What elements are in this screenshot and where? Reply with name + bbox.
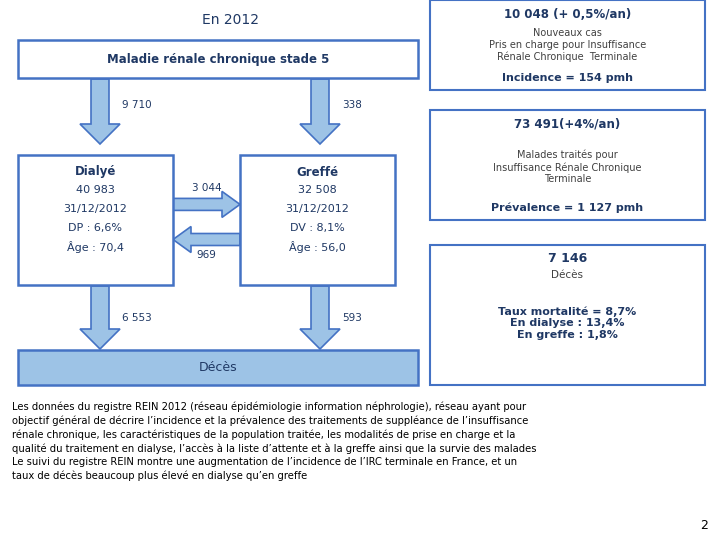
Text: 31/12/2012: 31/12/2012 bbox=[63, 204, 127, 214]
Bar bbox=[430, 245, 705, 385]
Text: 338: 338 bbox=[342, 100, 362, 110]
Text: Taux mortalité = 8,7%
En dialyse : 13,4%
En greffe : 1,8%: Taux mortalité = 8,7% En dialyse : 13,4%… bbox=[498, 306, 636, 340]
Text: 9 710: 9 710 bbox=[122, 100, 152, 110]
Bar bbox=[430, 110, 705, 220]
Text: Âge : 56,0: Âge : 56,0 bbox=[289, 241, 346, 253]
Text: DP : 6,6%: DP : 6,6% bbox=[68, 223, 122, 233]
Text: Décès: Décès bbox=[552, 270, 583, 280]
Text: Âge : 70,4: Âge : 70,4 bbox=[67, 241, 124, 253]
Text: 6 553: 6 553 bbox=[122, 313, 152, 323]
Polygon shape bbox=[80, 79, 120, 144]
Bar bbox=[18, 350, 418, 385]
Text: Dialyé: Dialyé bbox=[75, 165, 116, 179]
Bar bbox=[18, 155, 173, 285]
Text: Maladie rénale chronique stade 5: Maladie rénale chronique stade 5 bbox=[107, 52, 329, 65]
Text: 32 508: 32 508 bbox=[298, 185, 337, 195]
Text: 2: 2 bbox=[700, 519, 708, 532]
Text: 40 983: 40 983 bbox=[76, 185, 115, 195]
Text: Malades traités pour
Insuffisance Rénale Chronique
Terminale: Malades traités pour Insuffisance Rénale… bbox=[493, 150, 642, 184]
Text: 10 048 (+ 0,5%/an): 10 048 (+ 0,5%/an) bbox=[504, 8, 631, 21]
Text: Décès: Décès bbox=[199, 361, 238, 374]
Text: Prévalence = 1 127 pmh: Prévalence = 1 127 pmh bbox=[492, 202, 644, 213]
Text: 969: 969 bbox=[197, 251, 217, 260]
Polygon shape bbox=[300, 286, 340, 349]
Polygon shape bbox=[173, 226, 240, 253]
Bar bbox=[430, 0, 705, 90]
Bar bbox=[240, 155, 395, 285]
Text: Greffé: Greffé bbox=[297, 165, 338, 179]
Text: Les données du registre REIN 2012 (réseau épidémiologie information néphrologie): Les données du registre REIN 2012 (résea… bbox=[12, 402, 536, 481]
Polygon shape bbox=[173, 191, 240, 218]
Text: En 2012: En 2012 bbox=[202, 13, 258, 27]
Polygon shape bbox=[300, 79, 340, 144]
Text: 73 491(+4%/an): 73 491(+4%/an) bbox=[514, 118, 621, 131]
Polygon shape bbox=[80, 286, 120, 349]
Text: 7 146: 7 146 bbox=[548, 253, 587, 266]
Text: DV : 8,1%: DV : 8,1% bbox=[290, 223, 345, 233]
Text: 31/12/2012: 31/12/2012 bbox=[286, 204, 349, 214]
Text: Incidence = 154 pmh: Incidence = 154 pmh bbox=[502, 73, 633, 83]
Text: 593: 593 bbox=[342, 313, 362, 323]
Bar bbox=[18, 40, 418, 78]
Text: Nouveaux cas
Pris en charge pour Insuffisance
Rénale Chronique  Terminale: Nouveaux cas Pris en charge pour Insuffi… bbox=[489, 28, 646, 62]
Text: 3 044: 3 044 bbox=[192, 184, 221, 193]
